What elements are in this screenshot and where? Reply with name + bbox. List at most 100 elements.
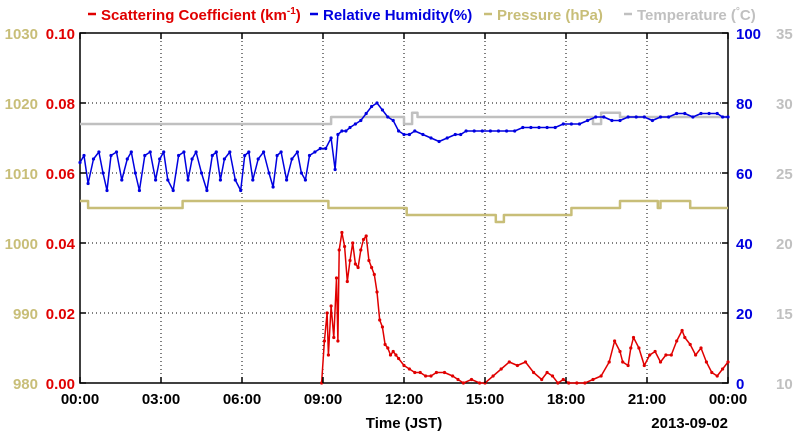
grid <box>80 33 728 383</box>
humidity-series-point <box>101 171 105 175</box>
scattering-series-point <box>669 353 673 357</box>
humidity-series-point <box>459 132 463 137</box>
humidity-series-point <box>407 132 411 137</box>
x-tick-label: 00:00 <box>709 391 747 408</box>
scattering-series-point <box>683 335 687 340</box>
temperature-tick-label: 20 <box>776 236 793 253</box>
humidity-series-point <box>82 153 86 158</box>
scattering-series-point <box>407 367 411 371</box>
humidity-series-point <box>143 153 147 158</box>
scattering-series-point <box>380 325 384 329</box>
x-tick-label: 15:00 <box>466 391 504 408</box>
humidity-series-point <box>91 157 96 161</box>
scattering-series-point <box>621 360 625 364</box>
scattering-series-point <box>710 370 714 375</box>
scattering-series-point <box>348 258 352 263</box>
humidity-series-point <box>214 150 218 154</box>
humidity-series-point <box>154 178 158 182</box>
scattering-series-point <box>370 265 374 270</box>
humidity-series-point <box>251 178 255 182</box>
scattering-series-point <box>345 279 349 284</box>
scattering-series-point <box>561 377 565 382</box>
scattering-series-point <box>626 363 630 368</box>
scattering-tick-label: 0.02 <box>46 306 75 323</box>
scattering-series-point <box>336 339 340 343</box>
humidity-series-point <box>307 153 312 158</box>
scattering-series-point <box>378 318 382 322</box>
humidity-series-point <box>380 108 384 112</box>
x-tick-label: 00:00 <box>61 391 99 408</box>
temperature-tick-label: 15 <box>776 306 793 323</box>
scattering-tick-label: 0.06 <box>46 166 75 183</box>
humidity-series-point <box>370 104 374 109</box>
humidity-series-point <box>353 122 357 126</box>
pressure-tick-label: 980 <box>13 376 38 393</box>
humidity-series-point <box>413 129 417 133</box>
humidity-series-point <box>148 150 152 154</box>
x-axis-label: Time (JST) <box>366 415 442 432</box>
scattering-series-point <box>583 381 587 385</box>
scattering-series-point <box>388 353 393 357</box>
scattering-series-point <box>613 339 617 343</box>
humidity-series-point <box>267 171 271 175</box>
pressure-tick-label: 1000 <box>5 236 38 253</box>
humidity-series-point <box>364 111 368 116</box>
scattering-series-point <box>461 381 465 385</box>
scattering-series-point <box>607 360 611 364</box>
humidity-series-point <box>158 157 162 161</box>
pressure-tick-label: 990 <box>13 306 38 323</box>
humidity-series-point <box>437 139 441 144</box>
humidity-series-point <box>397 129 401 133</box>
scattering-series-point <box>375 290 379 294</box>
legend-entry: Pressure (hPa) <box>497 7 603 24</box>
humidity-series-point <box>199 171 204 175</box>
humidity-series-point <box>299 171 303 175</box>
humidity-series-point <box>726 115 730 119</box>
scattering-series-point <box>726 360 730 364</box>
scattering-series-point <box>351 241 355 245</box>
scattering-series-point <box>567 381 571 385</box>
humidity-series-point <box>182 150 186 154</box>
temperature-tick-label: 25 <box>776 166 793 183</box>
humidity-series-point <box>109 153 113 158</box>
humidity-series-point <box>626 115 630 119</box>
humidity-series-point <box>295 150 299 154</box>
scattering-series-point <box>337 248 341 252</box>
humidity-series-point <box>429 136 433 140</box>
scattering-series-point <box>642 363 646 368</box>
scattering-tick-label: 0.10 <box>46 26 75 43</box>
scattering-tick-label: 0.04 <box>46 236 76 253</box>
scattering-series-point <box>550 374 555 378</box>
legend-entry: Temperature (°C) <box>637 6 756 24</box>
humidity-tick-label: 80 <box>736 96 753 113</box>
scattering-series-point <box>715 374 719 378</box>
scattering-series-point <box>618 349 622 354</box>
humidity-series-point <box>271 185 275 189</box>
scattering-series-point <box>515 363 520 368</box>
humidity-series-point <box>120 178 124 182</box>
series-layer <box>78 101 730 385</box>
scattering-series-point <box>364 234 368 238</box>
humidity-series-point <box>340 129 344 133</box>
humidity-series-point <box>707 111 711 116</box>
axis-layer: 00:00 03:00 06:00 09:00 12:00 15:00 18:00 21:00… <box>5 26 793 408</box>
humidity-series-point <box>279 150 283 154</box>
scattering-series-point <box>367 258 371 263</box>
scattering-series-point <box>653 349 657 354</box>
scattering-series-point <box>491 374 495 378</box>
humidity-series-point <box>683 111 687 116</box>
scattering-series-point <box>353 262 357 266</box>
scattering-series-point <box>418 370 422 375</box>
scattering-series-point <box>397 356 401 361</box>
humidity-series-point <box>375 101 379 105</box>
scattering-series-point <box>325 311 329 315</box>
scattering-series-point <box>499 367 503 371</box>
x-tick-label: 12:00 <box>385 391 423 408</box>
scattering-series-point <box>629 346 633 350</box>
humidity-tick-label: 0 <box>736 376 744 393</box>
legend: Scattering Coefficient (km-1) Relative Hu… <box>88 6 756 24</box>
humidity-series-point <box>602 115 606 119</box>
scattering-series-point <box>326 353 330 357</box>
legend-entry: Relative Humidity(%) <box>323 7 472 24</box>
humidity-series-point <box>336 132 340 137</box>
